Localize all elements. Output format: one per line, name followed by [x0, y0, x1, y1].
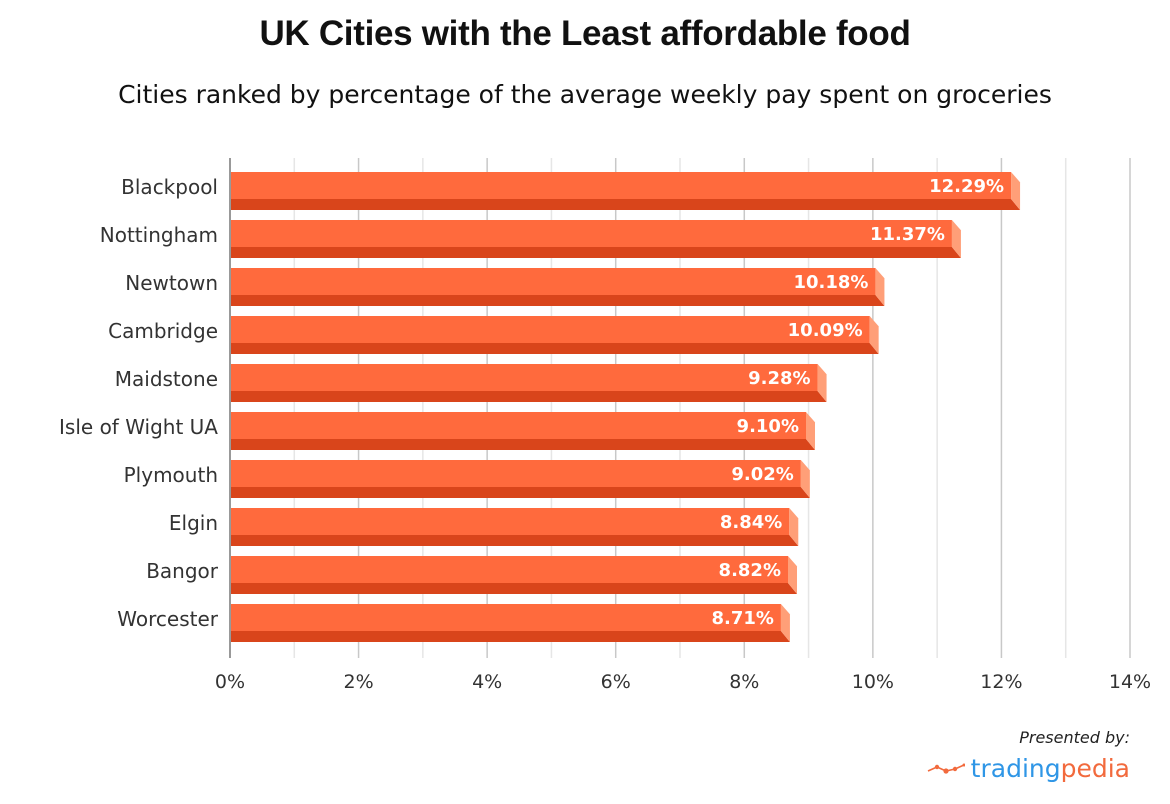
category-label: Elgin	[169, 511, 218, 535]
value-label: 9.10%	[737, 416, 799, 437]
value-label: 8.71%	[711, 608, 773, 629]
bar-bottom	[230, 247, 961, 258]
presented-by-text: Presented by:	[1019, 728, 1130, 747]
bar-face	[230, 604, 781, 631]
bar-end-cap	[788, 556, 797, 594]
bar-group: 11.37%	[230, 220, 961, 258]
value-label: 10.09%	[788, 320, 863, 341]
category-label: Cambridge	[108, 319, 218, 343]
x-tick-label: 2%	[343, 671, 373, 693]
bar-end-cap	[817, 364, 827, 402]
value-label: 9.28%	[748, 368, 810, 389]
logo-text-trading: trading	[970, 754, 1061, 783]
chart-subtitle: Cities ranked by percentage of the avera…	[118, 80, 1052, 109]
category-label: Worcester	[117, 607, 218, 631]
bar-bottom	[230, 295, 885, 306]
tradingpedia-logo: tradingpedia	[927, 754, 1130, 783]
bar-group: 9.10%	[230, 412, 815, 450]
bar-bottom	[230, 535, 799, 546]
category-label: Blackpool	[121, 175, 218, 199]
value-label: 9.02%	[731, 464, 793, 485]
logo-text-pedia: pedia	[1060, 754, 1130, 783]
value-label: 8.82%	[719, 560, 781, 581]
category-label: Nottingham	[100, 223, 218, 247]
bar-end-cap	[789, 508, 799, 546]
bar-face	[230, 460, 801, 487]
x-tick-label: 14%	[1109, 671, 1151, 693]
chart-title: UK Cities with the Least affordable food	[259, 14, 911, 53]
bar-group: 8.82%	[230, 556, 797, 594]
bar-face	[230, 220, 952, 247]
bar-bottom	[230, 343, 879, 354]
bar-bottom	[230, 583, 797, 594]
bar-end-cap	[875, 268, 885, 306]
bar-group: 9.28%	[230, 364, 827, 402]
bar-bottom	[230, 487, 810, 498]
category-label: Newtown	[125, 271, 218, 295]
category-label: Maidstone	[115, 367, 218, 391]
category-label: Isle of Wight UA	[59, 415, 218, 439]
value-label: 10.18%	[793, 272, 868, 293]
bar-bottom	[230, 439, 815, 450]
x-tick-label: 6%	[601, 671, 631, 693]
bar-bottom	[230, 631, 790, 642]
value-label: 12.29%	[929, 176, 1004, 197]
bar-group: 9.02%	[230, 460, 810, 498]
bar-group: 8.71%	[230, 604, 790, 642]
bar-end-cap	[806, 412, 815, 450]
x-tick-label: 8%	[729, 671, 759, 693]
bar-group: 12.29%	[230, 172, 1021, 210]
x-tick-label: 0%	[215, 671, 245, 693]
x-tick-label: 10%	[852, 671, 894, 693]
bar-group: 8.84%	[230, 508, 799, 546]
bar-end-cap	[951, 220, 961, 258]
bar-group: 10.18%	[230, 268, 885, 306]
bar-face	[230, 268, 876, 295]
value-label: 11.37%	[870, 224, 945, 245]
x-tick-label: 4%	[472, 671, 502, 693]
category-label: Bangor	[146, 559, 219, 583]
bar-group: 10.09%	[230, 316, 879, 354]
bar-end-cap	[800, 460, 810, 498]
trend-line-icon	[927, 763, 965, 774]
bar-face	[230, 556, 788, 583]
category-labels: Blackpool Nottingham Newtown Cambridge Maids…	[59, 175, 219, 631]
bar-face	[230, 412, 806, 439]
value-label: 8.84%	[720, 512, 782, 533]
bar-face	[230, 508, 790, 535]
x-tick-label: 12%	[980, 671, 1022, 693]
bar-end-cap	[1011, 172, 1021, 210]
bar-bottom	[230, 391, 827, 402]
bar-end-cap	[869, 316, 879, 354]
bars: 12.29% 11.37% 10.18% 10.09% 9.28% 9.10% 9.02% 8…	[230, 172, 1021, 642]
category-label: Plymouth	[124, 463, 218, 487]
bar-face	[230, 316, 870, 343]
x-tick-labels: 0% 2% 4% 6% 8% 10% 12% 14%	[215, 671, 1151, 693]
bar-end-cap	[780, 604, 790, 642]
bar-face	[230, 364, 818, 391]
bar-face	[230, 172, 1012, 199]
bar-bottom	[230, 199, 1021, 210]
